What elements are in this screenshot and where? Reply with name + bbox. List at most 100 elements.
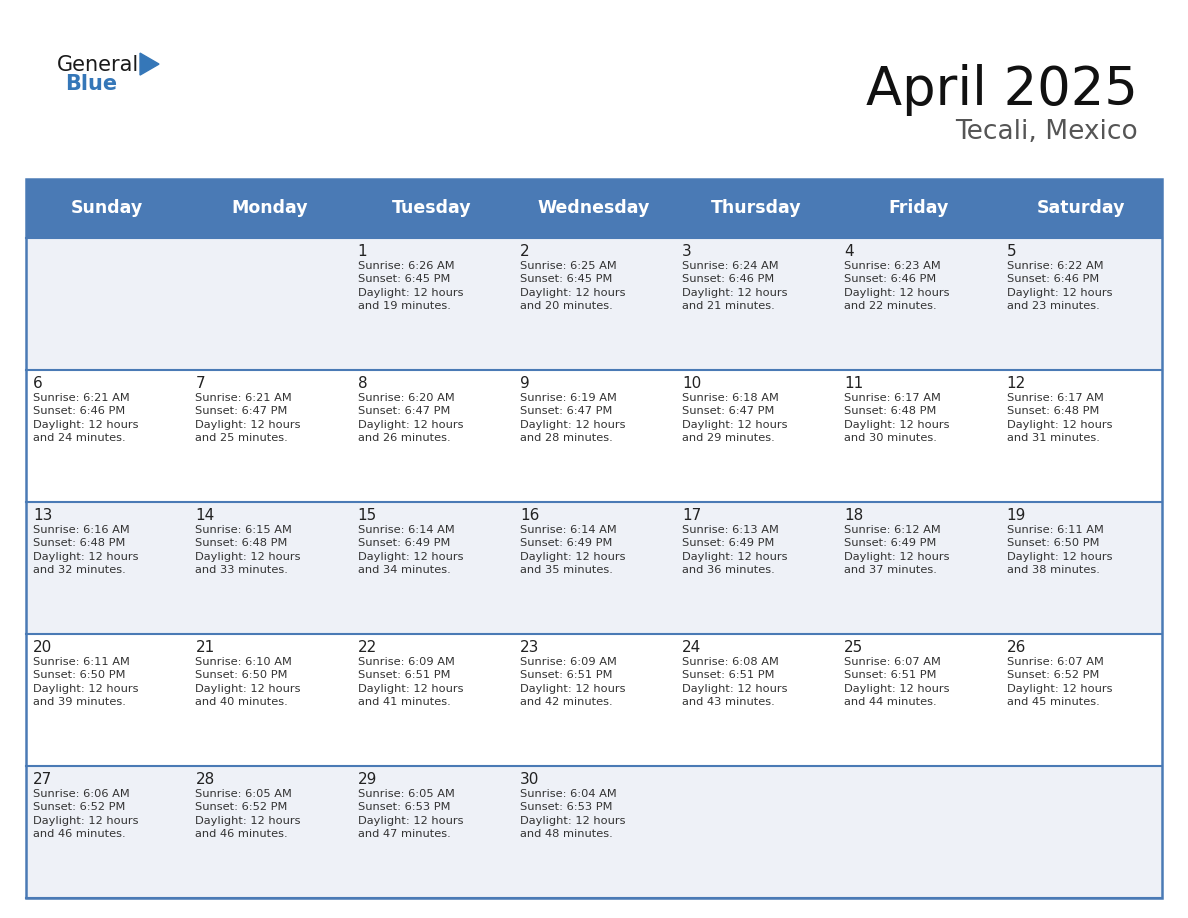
- Text: Daylight: 12 hours: Daylight: 12 hours: [520, 420, 625, 430]
- Text: Sunrise: 6:13 AM: Sunrise: 6:13 AM: [682, 525, 779, 535]
- Text: Sunrise: 6:11 AM: Sunrise: 6:11 AM: [1006, 525, 1104, 535]
- Text: 24: 24: [682, 640, 701, 655]
- Bar: [26, 179, 1162, 898]
- Text: 10: 10: [682, 375, 701, 391]
- Text: Sunset: 6:48 PM: Sunset: 6:48 PM: [33, 538, 126, 548]
- Text: and 23 minutes.: and 23 minutes.: [1006, 301, 1099, 311]
- Text: Daylight: 12 hours: Daylight: 12 hours: [33, 816, 139, 826]
- Bar: [26, 633, 1162, 766]
- Text: Sunset: 6:51 PM: Sunset: 6:51 PM: [520, 670, 612, 680]
- Text: 4: 4: [845, 244, 854, 259]
- Text: and 29 minutes.: and 29 minutes.: [682, 433, 775, 443]
- Text: and 47 minutes.: and 47 minutes.: [358, 829, 450, 839]
- Text: 13: 13: [33, 508, 52, 522]
- Text: Monday: Monday: [232, 199, 308, 218]
- Text: Tuesday: Tuesday: [392, 199, 472, 218]
- Text: Sunrise: 6:17 AM: Sunrise: 6:17 AM: [1006, 393, 1104, 403]
- Text: and 28 minutes.: and 28 minutes.: [520, 433, 613, 443]
- Text: and 40 minutes.: and 40 minutes.: [195, 698, 289, 707]
- Text: Sunrise: 6:20 AM: Sunrise: 6:20 AM: [358, 393, 454, 403]
- Text: Sunset: 6:46 PM: Sunset: 6:46 PM: [1006, 274, 1099, 285]
- Text: and 36 minutes.: and 36 minutes.: [682, 565, 775, 576]
- Text: Daylight: 12 hours: Daylight: 12 hours: [195, 552, 301, 562]
- Text: Sunset: 6:51 PM: Sunset: 6:51 PM: [845, 670, 937, 680]
- Text: Sunset: 6:50 PM: Sunset: 6:50 PM: [33, 670, 126, 680]
- Text: Sunset: 6:47 PM: Sunset: 6:47 PM: [195, 407, 287, 416]
- Text: Sunrise: 6:19 AM: Sunrise: 6:19 AM: [520, 393, 617, 403]
- Text: Daylight: 12 hours: Daylight: 12 hours: [1006, 684, 1112, 694]
- Text: Sunset: 6:45 PM: Sunset: 6:45 PM: [358, 274, 450, 285]
- Text: Daylight: 12 hours: Daylight: 12 hours: [33, 684, 139, 694]
- Text: and 33 minutes.: and 33 minutes.: [195, 565, 289, 576]
- Text: and 31 minutes.: and 31 minutes.: [1006, 433, 1099, 443]
- Text: 22: 22: [358, 640, 377, 655]
- Bar: [26, 238, 1162, 370]
- Text: Sunrise: 6:16 AM: Sunrise: 6:16 AM: [33, 525, 129, 535]
- Text: Sunrise: 6:07 AM: Sunrise: 6:07 AM: [1006, 656, 1104, 666]
- Text: April 2025: April 2025: [866, 64, 1138, 117]
- Text: Sunset: 6:53 PM: Sunset: 6:53 PM: [520, 802, 612, 812]
- Text: Daylight: 12 hours: Daylight: 12 hours: [845, 684, 950, 694]
- Text: Sunset: 6:51 PM: Sunset: 6:51 PM: [682, 670, 775, 680]
- Text: Sunrise: 6:21 AM: Sunrise: 6:21 AM: [33, 393, 129, 403]
- Text: Thursday: Thursday: [710, 199, 802, 218]
- Text: and 20 minutes.: and 20 minutes.: [520, 301, 613, 311]
- Text: Sunrise: 6:06 AM: Sunrise: 6:06 AM: [33, 789, 129, 799]
- Text: Sunset: 6:47 PM: Sunset: 6:47 PM: [358, 407, 450, 416]
- Text: 12: 12: [1006, 375, 1026, 391]
- Text: 5: 5: [1006, 244, 1016, 259]
- Text: Sunset: 6:48 PM: Sunset: 6:48 PM: [195, 538, 287, 548]
- Text: Sunset: 6:47 PM: Sunset: 6:47 PM: [520, 407, 612, 416]
- Text: Daylight: 12 hours: Daylight: 12 hours: [358, 420, 463, 430]
- Text: and 35 minutes.: and 35 minutes.: [520, 565, 613, 576]
- Text: Sunrise: 6:26 AM: Sunrise: 6:26 AM: [358, 261, 454, 271]
- Polygon shape: [140, 53, 159, 75]
- Text: Sunrise: 6:05 AM: Sunrise: 6:05 AM: [358, 789, 455, 799]
- Text: General: General: [57, 55, 139, 75]
- Text: Wednesday: Wednesday: [538, 199, 650, 218]
- Text: Sunrise: 6:22 AM: Sunrise: 6:22 AM: [1006, 261, 1104, 271]
- Bar: [26, 766, 1162, 898]
- Text: and 42 minutes.: and 42 minutes.: [520, 698, 613, 707]
- Text: 9: 9: [520, 375, 530, 391]
- Text: 23: 23: [520, 640, 539, 655]
- Text: Daylight: 12 hours: Daylight: 12 hours: [358, 552, 463, 562]
- Text: and 24 minutes.: and 24 minutes.: [33, 433, 126, 443]
- Text: Sunrise: 6:14 AM: Sunrise: 6:14 AM: [358, 525, 454, 535]
- Text: Sunset: 6:50 PM: Sunset: 6:50 PM: [1006, 538, 1099, 548]
- Text: 17: 17: [682, 508, 701, 522]
- Text: Sunrise: 6:24 AM: Sunrise: 6:24 AM: [682, 261, 779, 271]
- Text: and 32 minutes.: and 32 minutes.: [33, 565, 126, 576]
- Text: 20: 20: [33, 640, 52, 655]
- Text: Sunset: 6:52 PM: Sunset: 6:52 PM: [1006, 670, 1099, 680]
- Text: 29: 29: [358, 772, 377, 787]
- Text: Friday: Friday: [889, 199, 949, 218]
- Text: 2: 2: [520, 244, 530, 259]
- Text: Sunrise: 6:14 AM: Sunrise: 6:14 AM: [520, 525, 617, 535]
- Text: and 45 minutes.: and 45 minutes.: [1006, 698, 1099, 707]
- Text: Sunset: 6:46 PM: Sunset: 6:46 PM: [682, 274, 775, 285]
- Text: and 44 minutes.: and 44 minutes.: [845, 698, 937, 707]
- Text: Daylight: 12 hours: Daylight: 12 hours: [520, 684, 625, 694]
- Text: 16: 16: [520, 508, 539, 522]
- Text: 30: 30: [520, 772, 539, 787]
- Text: Daylight: 12 hours: Daylight: 12 hours: [520, 816, 625, 826]
- Text: Blue: Blue: [65, 74, 118, 94]
- Text: Daylight: 12 hours: Daylight: 12 hours: [845, 420, 950, 430]
- Text: and 22 minutes.: and 22 minutes.: [845, 301, 937, 311]
- Text: Sunday: Sunday: [71, 199, 144, 218]
- Text: Daylight: 12 hours: Daylight: 12 hours: [33, 552, 139, 562]
- Text: Sunrise: 6:12 AM: Sunrise: 6:12 AM: [845, 525, 941, 535]
- Text: Sunrise: 6:05 AM: Sunrise: 6:05 AM: [195, 789, 292, 799]
- Text: Sunrise: 6:18 AM: Sunrise: 6:18 AM: [682, 393, 779, 403]
- Text: Sunrise: 6:21 AM: Sunrise: 6:21 AM: [195, 393, 292, 403]
- Text: Sunset: 6:45 PM: Sunset: 6:45 PM: [520, 274, 612, 285]
- Text: Sunrise: 6:09 AM: Sunrise: 6:09 AM: [358, 656, 455, 666]
- Text: 21: 21: [195, 640, 215, 655]
- Text: Daylight: 12 hours: Daylight: 12 hours: [195, 816, 301, 826]
- Text: and 30 minutes.: and 30 minutes.: [845, 433, 937, 443]
- Text: Daylight: 12 hours: Daylight: 12 hours: [682, 684, 788, 694]
- Text: Sunrise: 6:07 AM: Sunrise: 6:07 AM: [845, 656, 941, 666]
- Text: 15: 15: [358, 508, 377, 522]
- Text: and 46 minutes.: and 46 minutes.: [33, 829, 126, 839]
